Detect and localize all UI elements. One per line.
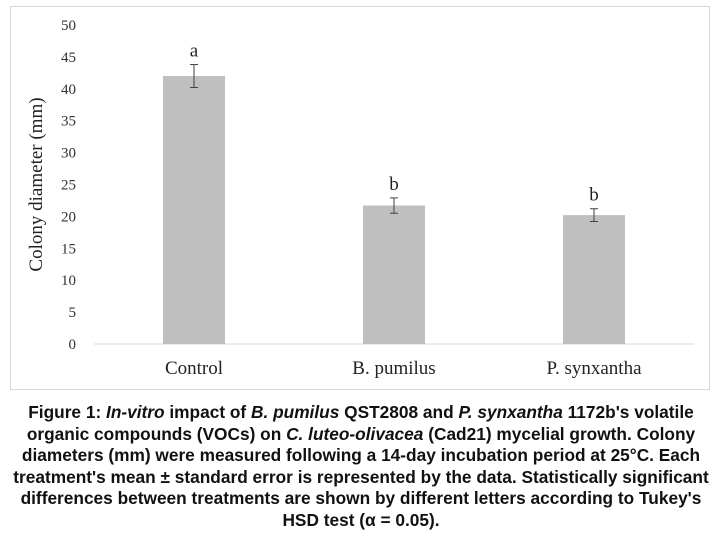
caption-part: C. luteo-olivacea — [286, 423, 424, 444]
y-tick-label: 10 — [61, 273, 76, 289]
significance-letter-2: b — [389, 174, 399, 195]
caption-part: P. synxantha — [458, 402, 563, 422]
caption-part: In-vitro — [106, 402, 165, 422]
y-axis-label: Colony diameter (mm) — [26, 97, 47, 271]
caption-part: impact of — [164, 402, 251, 422]
caption-part: QST2808 and — [339, 402, 459, 422]
y-tick-label: 25 — [61, 178, 76, 194]
caption-part: B. pumilus — [251, 402, 340, 422]
significance-letter-1: a — [190, 41, 199, 62]
category-labels: Control B. pumilus P. synxantha — [165, 358, 642, 379]
caption-part: 1172b's volatile organic compounds (VOCs… — [26, 402, 694, 444]
y-tick-label: 50 — [61, 18, 76, 34]
y-axis-ticks: 0 5 10 15 20 25 30 35 40 45 50 — [61, 18, 76, 353]
bar-1 — [163, 76, 225, 344]
bar-chart: 0 5 10 15 20 25 30 35 40 45 50 a b b Control B. pumil… — [26, 18, 694, 379]
y-tick-label: 35 — [61, 114, 76, 130]
y-tick-label: 30 — [61, 146, 76, 162]
significance-letters: a b b — [190, 41, 599, 206]
bars — [163, 76, 625, 344]
error-bar-2 — [390, 197, 398, 214]
y-tick-label: 20 — [61, 209, 76, 225]
category-label-3: P. synxantha — [547, 358, 643, 379]
error-bar-1 — [190, 64, 198, 89]
y-tick-label: 40 — [61, 82, 76, 98]
category-label-1: Control — [165, 358, 223, 379]
bar-3 — [563, 215, 625, 344]
figure-caption: Figure 1: In-vitro impact of B. pumilus … — [8, 402, 714, 531]
caption-part: (Cad21) mycelial growth. Colony diameter… — [13, 423, 709, 530]
y-tick-label: 15 — [61, 241, 76, 257]
error-bar-3 — [590, 208, 598, 223]
y-tick-label: 5 — [69, 305, 77, 321]
bar-2 — [363, 205, 425, 344]
caption-part: Figure 1: — [28, 402, 107, 422]
category-label-2: B. pumilus — [352, 358, 435, 379]
error-bars — [190, 64, 598, 223]
y-tick-label: 45 — [61, 50, 76, 66]
y-tick-label: 0 — [69, 337, 77, 353]
significance-letter-3: b — [589, 185, 599, 206]
